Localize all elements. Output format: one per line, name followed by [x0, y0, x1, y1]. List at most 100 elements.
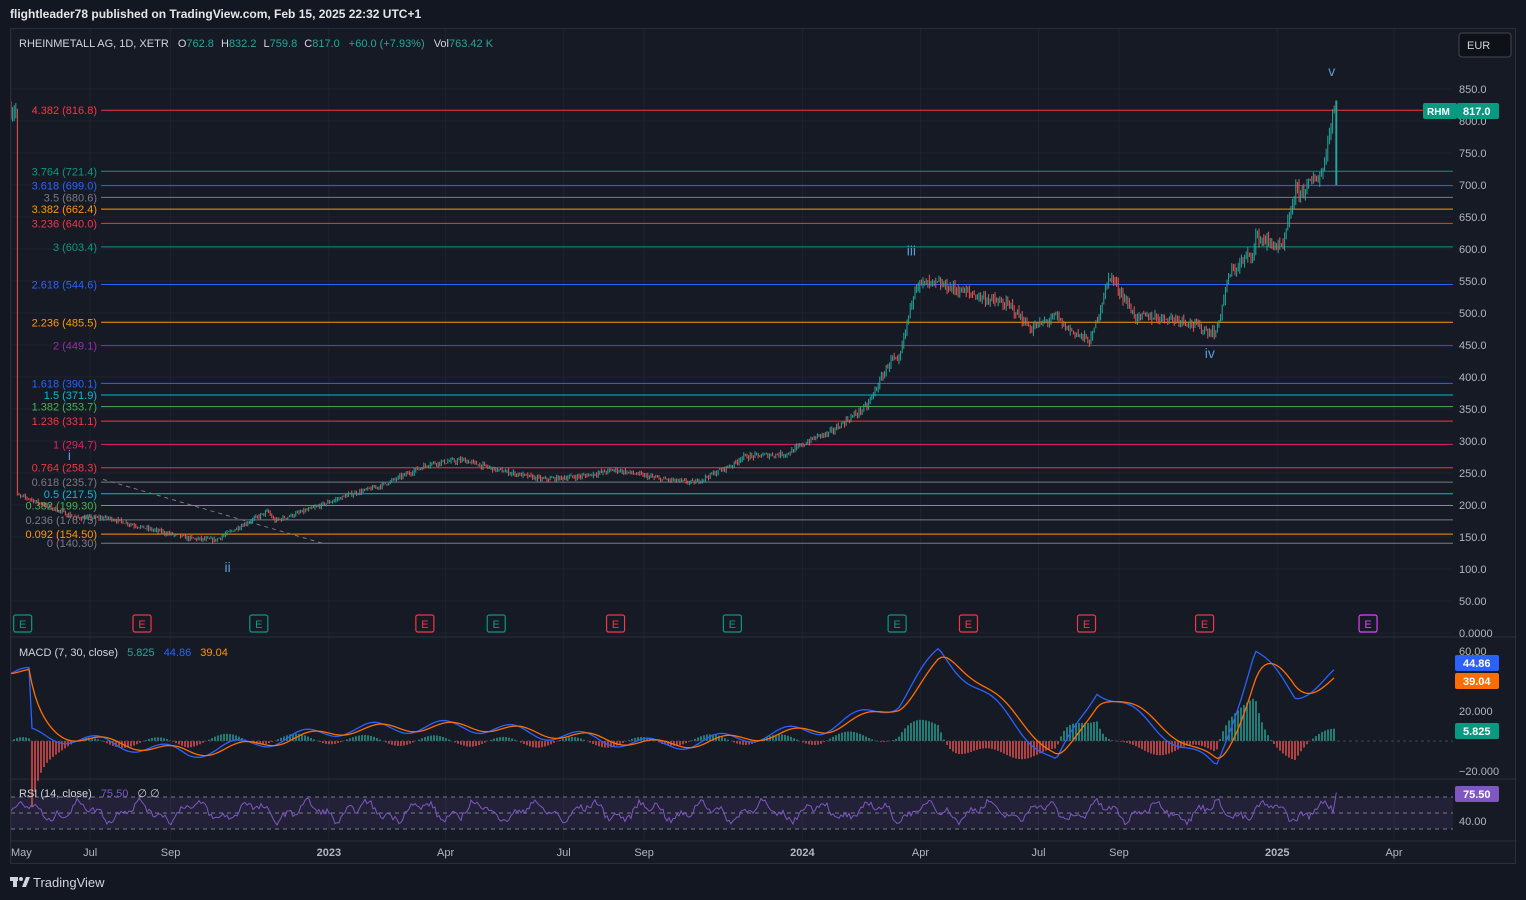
signal-line [11, 656, 1335, 759]
close-label: C [304, 38, 312, 50]
earnings-marker-label: E [19, 619, 26, 631]
earnings-marker-box [722, 614, 742, 633]
earnings-marker-label: E [1083, 619, 1090, 631]
y-tick-label: 450.0 [1459, 340, 1487, 352]
x-tick-label: Sep [634, 847, 654, 859]
fib-level-label: 4.382 (816.8) [32, 105, 97, 117]
hist-tag [1455, 723, 1499, 739]
rsi-tag-label: 75.50 [1463, 789, 1491, 801]
rsi-legend-extra: ∅ ∅ [137, 788, 159, 800]
tradingview-logo[interactable]: TradingView [0, 864, 200, 900]
ticker-tag-label: RHM [1427, 107, 1450, 118]
fib-level-label: 3.764 (721.4) [32, 166, 97, 178]
last-price-tag [1457, 103, 1499, 119]
currency-label: EUR [1467, 40, 1490, 52]
open-label: O [178, 38, 187, 50]
fib-level-label: 0.618 (235.7) [32, 477, 97, 489]
fib-level-label: 2.618 (544.6) [32, 279, 97, 291]
fib-level-label: 3.382 (662.4) [32, 204, 97, 216]
fib-level-label: 2 (449.1) [53, 341, 97, 353]
earnings-marker-box [958, 614, 979, 633]
fib-level-label: 0.382 (199.30) [25, 500, 97, 512]
earnings-marker-box [13, 614, 33, 633]
macd-tag [1455, 655, 1499, 671]
earnings-marker[interactable]: E [958, 614, 979, 633]
close-value: 817.0 [312, 38, 340, 50]
earnings-marker-box [1076, 614, 1097, 633]
earnings-marker-label: E [421, 619, 428, 631]
wave-label-iv: iv [1205, 345, 1215, 361]
y-tick-label: 750.0 [1459, 148, 1487, 160]
tradingview-logo-icon [10, 877, 30, 887]
x-tick-label: 2025 [1265, 847, 1289, 859]
earnings-marker[interactable]: E [486, 614, 506, 633]
fib-level-label: 0.5 (217.5) [44, 489, 97, 501]
wave-label-iii: iii [907, 242, 916, 258]
x-tick-label: Apr [912, 847, 929, 859]
open-value: 762.8 [186, 38, 214, 50]
earnings-marker[interactable]: E [1194, 614, 1215, 633]
fib-level-label: 3 (603.4) [53, 242, 97, 254]
fib-level-label: 3.618 (699.0) [32, 181, 97, 193]
macd-legend-value-3: 39.04 [200, 647, 228, 659]
earnings-marker[interactable]: E [13, 614, 33, 633]
ticker-tag [1423, 103, 1457, 119]
x-tick-label: 2024 [790, 847, 815, 859]
wave-label-v: v [1328, 63, 1335, 79]
x-tick-label: Apr [1385, 847, 1402, 859]
macd-title: MACD (7, 30, close) [19, 647, 118, 659]
y-tick-label: 650.0 [1459, 212, 1487, 224]
earnings-marker-box [1194, 614, 1215, 633]
rsi-title: RSI (14, close) [19, 788, 92, 800]
symbol-name: RHEINMETALL AG, 1D, XETR [19, 38, 169, 50]
fib-level-label: 0.092 (154.50) [25, 529, 97, 541]
footer-brand: TradingView [33, 875, 105, 890]
earnings-marker[interactable]: E [415, 614, 435, 633]
x-tick-label: Apr [437, 847, 454, 859]
y-tick-label: 250.0 [1459, 468, 1487, 480]
rsi-legend-value: 75.50 [101, 788, 129, 800]
earnings-marker-label: E [493, 619, 500, 631]
earnings-marker-label: E [612, 619, 619, 631]
high-label: H [221, 38, 229, 50]
earnings-marker[interactable]: E [605, 614, 626, 633]
y-tick-label: 200.0 [1459, 500, 1487, 512]
fib-level-label: 1.618 (390.1) [32, 378, 97, 390]
hist-tag-label: 5.825 [1463, 726, 1491, 738]
earnings-marker-label: E [729, 619, 736, 631]
x-tick-label: Sep [1109, 847, 1129, 859]
earnings-marker-box [605, 614, 626, 633]
rsi-legend: RSI (14, close) 75.50 ∅ ∅ [19, 788, 160, 800]
signal-tag [1455, 673, 1499, 689]
symbol-legend: RHEINMETALL AG, 1D, XETR O762.8 H832.2 L… [19, 38, 494, 50]
wave-label-i: i [68, 447, 71, 463]
volume-value: 763.42 K [449, 38, 494, 50]
earnings-marker[interactable]: E [249, 614, 269, 633]
macd-line [11, 647, 1335, 765]
chart-panel[interactable]: 4.382 (816.8) 3.764 (721.4) 3.618 (699.0) 3… [10, 28, 1517, 865]
publisher-text: flightleader78 published on TradingView.… [10, 7, 422, 21]
x-tick-label: May [11, 847, 32, 859]
trend-line [102, 478, 324, 544]
wave-label-ii: ii [225, 559, 231, 575]
macd-legend-value-2: 44.86 [164, 647, 192, 659]
earnings-marker[interactable]: E [1076, 614, 1097, 633]
fib-level-label: 1.5 (371.9) [44, 390, 97, 402]
y-tick-label: 350.0 [1459, 404, 1487, 416]
fib-level-label: 3.236 (640.0) [32, 218, 97, 230]
y-tick-label: 550.0 [1459, 276, 1487, 288]
earnings-marker[interactable]: E [722, 614, 742, 633]
fib-level-label: 3.5 (680.6) [44, 192, 97, 204]
currency-button[interactable] [1458, 32, 1512, 58]
fib-level-label: 0.764 (258.3) [32, 463, 97, 475]
fib-level-label: 1 (294.7) [53, 439, 97, 451]
y-tick-label: 600.0 [1459, 244, 1487, 256]
earnings-marker[interactable]: E [1358, 614, 1378, 633]
earnings-marker[interactable]: E [132, 614, 152, 633]
earnings-marker-label: E [255, 619, 262, 631]
chart-canvas[interactable]: 4.382 (816.8)3.764 (721.4)3.618 (699.0)3… [11, 29, 1517, 865]
earnings-marker-box [1358, 614, 1378, 633]
earnings-marker[interactable]: E [887, 614, 907, 633]
publisher-bar: flightleader78 published on TradingView.… [0, 0, 1526, 28]
last-price-label: 817.0 [1463, 106, 1491, 118]
